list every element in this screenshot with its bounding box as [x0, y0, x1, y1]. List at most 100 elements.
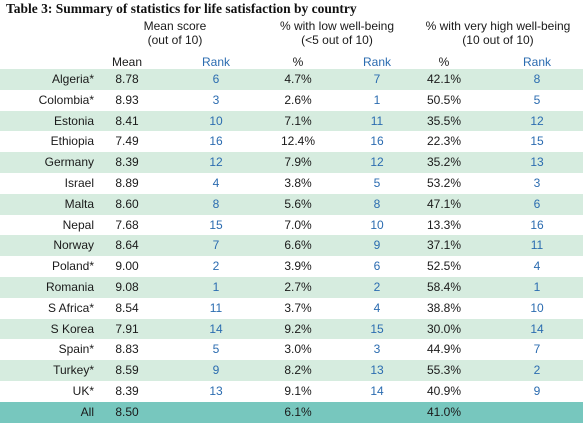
cell-mean: 7.49 [115, 134, 139, 149]
cell-pct-high: 44.9% [426, 342, 462, 357]
table-row: S Korea 7.91 14 9.2% 15 30.0% 14 [0, 318, 583, 340]
cell-pct-low: 3.8% [284, 175, 312, 190]
cell-country: Spain* [58, 342, 94, 357]
cell-mean: 8.78 [115, 72, 139, 86]
cell-pct-low: 7.9% [284, 155, 312, 170]
cell-country: UK* [72, 383, 94, 398]
cell-country: S Korea [50, 321, 94, 336]
table-row: Ethiopia 7.49 16 12.4% 16 22.3% 15 [0, 131, 583, 152]
cell-rank-high: 5 [533, 92, 541, 107]
cell-rank-low: 3 [373, 342, 381, 357]
cell-rank-low: 6 [373, 259, 381, 274]
cell-rank-low: 4 [373, 300, 381, 315]
cell-pct-low: 3.0% [284, 342, 312, 357]
subheader-rank-high: Rank [522, 55, 551, 69]
cell-country: Germany [44, 155, 94, 170]
cell-mean: 9.00 [115, 259, 139, 274]
cell-rank-low: 9 [373, 238, 381, 253]
cell-rank-mean: 11 [209, 300, 223, 315]
header-mean-score-line2: (out of 10) [147, 33, 203, 47]
table-row: Estonia 8.41 10 7.1% 11 35.5% 12 [0, 110, 583, 132]
cell-rank-mean: 15 [209, 217, 223, 232]
cell-rank-mean: 9 [212, 363, 220, 378]
cell-pct-high: 42.1% [426, 72, 462, 86]
cell-pct-low: 12.4% [280, 134, 316, 149]
cell-rank-high: 7 [533, 342, 541, 357]
table-row: Israel 8.89 4 3.8% 5 53.2% 3 [0, 173, 583, 194]
table-row: Spain* 8.83 5 3.0% 3 44.9% 7 [0, 339, 583, 360]
header-low-wellbeing: % with low well-being (<5 out of 10) [262, 19, 412, 47]
cell-mean: 8.41 [115, 113, 139, 128]
cell-rank-low: 12 [370, 155, 384, 170]
cell-rank-mean: 2 [212, 259, 220, 274]
cell-pct-low: 3.7% [284, 300, 312, 315]
cell-pct-low: 7.0% [284, 217, 312, 232]
cell-mean: 8.64 [115, 238, 139, 253]
table-row: Nepal 7.68 15 7.0% 10 13.3% 16 [0, 215, 583, 236]
table-row: Colombia* 8.93 3 2.6% 1 50.5% 5 [0, 90, 583, 111]
cell-rank-low: 16 [370, 134, 384, 149]
cell-rank-mean: 16 [209, 134, 223, 149]
cell-pct-low: 2.7% [284, 279, 312, 294]
cell-country: Romania [45, 279, 94, 294]
table-title: Table 3: Summary of statistics for life … [6, 1, 357, 16]
cell-country: Nepal [62, 217, 94, 232]
cell-mean: 8.93 [115, 92, 139, 107]
cell-rank-low: 14 [370, 383, 384, 398]
subheader-rank-low: Rank [362, 55, 391, 69]
cell-rank-mean: 3 [212, 92, 220, 107]
header-high-wellbeing-line1: % with very high well-being [425, 19, 571, 33]
cell-rank-high: 11 [530, 238, 544, 253]
cell-pct-low: 9.1% [284, 383, 312, 398]
cell-rank-mean: 4 [212, 175, 220, 190]
cell-country: Colombia* [38, 92, 94, 107]
cell-rank-mean: 12 [209, 155, 223, 170]
cell-pct-high: 35.2% [426, 155, 462, 170]
cell-country: Algeria* [51, 72, 94, 86]
cell-pct-low: 4.7% [284, 72, 312, 86]
cell-mean: 8.89 [115, 175, 139, 190]
cell-country: Israel [64, 175, 94, 190]
cell-country: Norway [53, 238, 94, 253]
table-row: UK* 8.39 13 9.1% 14 40.9% 9 [0, 381, 583, 402]
cell-country: Turkey* [53, 363, 94, 378]
cell-pct-high: 22.3% [426, 134, 462, 149]
cell-rank-high: 8 [533, 72, 541, 86]
table-row: Norway 8.64 7 6.6% 9 37.1% 11 [0, 235, 583, 257]
cell-pct-high: 37.1% [426, 238, 462, 253]
cell-rank-low: 2 [373, 279, 381, 294]
cell-country: S Africa* [47, 300, 94, 315]
cell-mean: 8.60 [115, 196, 139, 211]
subheader-rank-mean: Rank [201, 55, 230, 69]
cell-pct-low: 7.1% [284, 113, 312, 128]
header-high-wellbeing-line2: (10 out of 10) [462, 33, 534, 47]
table-row: Poland* 9.00 2 3.9% 6 52.5% 4 [0, 256, 583, 277]
cell-rank-low: 13 [370, 363, 384, 378]
cell-pct-high: 58.4% [426, 279, 462, 294]
cell-rank-mean: 8 [212, 196, 220, 211]
cell-rank-high: 2 [533, 363, 541, 378]
cell-pct-low: 8.2% [284, 363, 312, 378]
cell-pct-high: 47.1% [426, 196, 462, 211]
cell-pct-high: 38.8% [426, 300, 462, 315]
cell-rank-high: 6 [533, 196, 541, 211]
cell-mean: 8.54 [115, 300, 139, 315]
cell-country: All [80, 404, 94, 419]
cell-pct-low: 2.6% [284, 92, 312, 107]
cell-pct-low: 6.6% [284, 238, 312, 253]
header-low-wellbeing-line2: (<5 out of 10) [301, 33, 373, 47]
cell-rank-high: 9 [533, 383, 541, 398]
cell-rank-mean: 6 [212, 72, 220, 86]
cell-pct-high: 41.0% [426, 404, 462, 419]
table-row-total: All 8.50 6.1% 41.0% [0, 401, 583, 423]
cell-mean: 7.68 [115, 217, 139, 232]
cell-mean: 8.83 [115, 342, 139, 357]
cell-pct-high: 50.5% [426, 92, 462, 107]
header-low-wellbeing-line1: % with low well-being [279, 19, 395, 33]
cell-rank-low: 8 [373, 196, 381, 211]
cell-mean: 8.59 [115, 363, 139, 378]
cell-rank-low: 11 [370, 113, 384, 128]
header-high-wellbeing: % with very high well-being (10 out of 1… [418, 19, 578, 47]
cell-rank-high: 13 [530, 155, 544, 170]
cell-rank-high: 1 [533, 279, 541, 294]
